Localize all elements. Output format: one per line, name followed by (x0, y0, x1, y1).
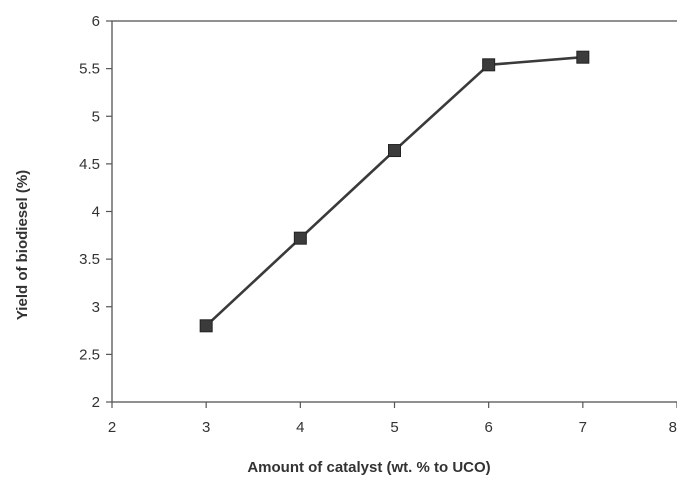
y-axis-title: Yield of biodiesel (%) (14, 170, 31, 320)
series-line (205, 55, 583, 327)
x-tick-label: 7 (579, 419, 587, 436)
y-tick-label: 4 (92, 204, 100, 221)
data-point-marker (482, 58, 496, 72)
y-tick-label: 5.5 (79, 61, 100, 78)
x-tick-label: 2 (108, 419, 116, 436)
x-tick-label: 6 (484, 419, 492, 436)
y-tick-label: 4.5 (79, 156, 100, 173)
data-point-marker (576, 50, 590, 64)
data-point-marker (388, 144, 401, 158)
y-tick-label: 5 (92, 108, 100, 125)
x-axis-ticks: 2 3 4 5 6 7 8 (108, 402, 677, 436)
y-tick-label: 2 (92, 394, 100, 411)
series-layer (199, 50, 590, 333)
x-tick-label: 5 (390, 419, 398, 436)
y-axis-ticks: 2 2.5 3 3.5 4 4.5 5 5.5 6 (79, 13, 112, 411)
y-tick-label: 6 (92, 13, 100, 30)
y-tick-label: 3.5 (79, 251, 100, 268)
plot-area-frame (111, 20, 677, 403)
x-tick-label: 3 (202, 419, 210, 436)
x-axis-title: Amount of catalyst (wt. % to UCO) (247, 459, 490, 476)
x-tick-label: 8 (669, 419, 677, 436)
y-tick-label: 2.5 (79, 346, 100, 363)
x-tick-label: 4 (296, 419, 304, 436)
data-point-marker (293, 231, 307, 245)
y-tick-label: 3 (92, 299, 100, 316)
data-point-marker (199, 319, 213, 333)
